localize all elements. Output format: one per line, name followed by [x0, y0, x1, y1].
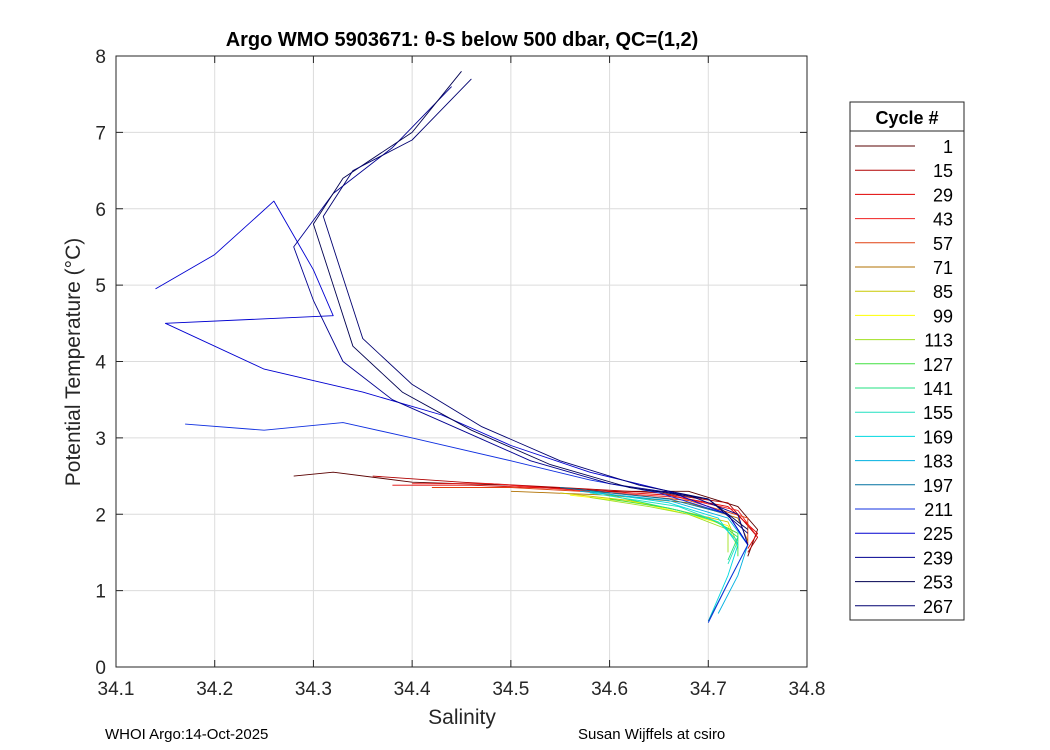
series-line-cycle-183 — [579, 490, 749, 614]
legend-label-cycle-113: 113 — [924, 331, 953, 351]
legend-title: Cycle # — [875, 108, 938, 128]
series-line-cycle-211 — [185, 422, 749, 623]
legend-label-cycle-15: 15 — [933, 161, 953, 181]
legend-label-cycle-141: 141 — [923, 379, 953, 399]
legend-label-cycle-267: 267 — [923, 597, 953, 617]
y-tick-label: 3 — [95, 429, 106, 450]
legend-label-cycle-225: 225 — [923, 524, 953, 544]
y-tick-label: 5 — [95, 276, 106, 297]
x-axis-label: Salinity — [428, 706, 496, 729]
series-line-cycle-253 — [312, 71, 749, 530]
y-tick-label: 7 — [95, 123, 106, 144]
legend-label-cycle-183: 183 — [923, 452, 953, 472]
y-tick-label: 2 — [95, 505, 106, 526]
y-tick-label: 6 — [95, 200, 106, 221]
x-tick-label: 34.8 — [789, 679, 826, 700]
x-axis-ticks: 34.1 34.2 34.3 34.4 34.5 34.6 34.7 34.8 — [98, 56, 826, 700]
grid-lines — [116, 56, 807, 667]
legend-label-cycle-71: 71 — [933, 258, 953, 278]
x-tick-label: 34.3 — [295, 679, 332, 700]
legend-label-cycle-239: 239 — [923, 548, 953, 568]
series-layer — [155, 71, 759, 623]
series-line-cycle-113 — [589, 496, 729, 553]
legend-label-cycle-197: 197 — [923, 476, 953, 496]
legend-label-cycle-211: 211 — [924, 500, 953, 520]
legend-label-cycle-1: 1 — [943, 137, 953, 157]
chart-title: Argo WMO 5903671: θ-S below 500 dbar, QC… — [226, 29, 699, 51]
y-axis-label: Potential Temperature (°C) — [62, 238, 85, 486]
legend: Cycle # 1 15 29 43 57 71 85 99 113 127 141 155 169 18… — [849, 101, 965, 621]
series-line-cycle-43 — [412, 483, 758, 538]
y-tick-label: 1 — [95, 582, 106, 603]
x-tick-label: 34.6 — [591, 679, 628, 700]
series-line-cycle-169 — [589, 490, 739, 622]
y-tick-label: 0 — [95, 658, 106, 679]
legend-label-cycle-43: 43 — [933, 210, 953, 230]
legend-label-cycle-99: 99 — [933, 306, 953, 326]
legend-label-cycle-57: 57 — [933, 234, 953, 254]
x-tick-label: 34.5 — [492, 679, 529, 700]
legend-label-cycle-169: 169 — [923, 427, 953, 447]
y-tick-label: 8 — [95, 47, 106, 68]
x-tick-label: 34.4 — [394, 679, 431, 700]
x-tick-label: 34.7 — [690, 679, 727, 700]
legend-label-cycle-127: 127 — [923, 355, 953, 375]
legend-label-cycle-155: 155 — [923, 403, 953, 423]
series-line-cycle-29 — [392, 484, 759, 549]
legend-label-cycle-29: 29 — [933, 185, 953, 205]
x-tick-label: 34.1 — [98, 679, 135, 700]
legend-label-cycle-85: 85 — [933, 282, 953, 302]
y-tick-label: 4 — [95, 353, 106, 374]
footer-credit-right: Susan Wijffels at csiro — [578, 726, 726, 743]
series-line-cycle-267 — [322, 78, 749, 534]
y-axis-ticks: 0 1 2 3 4 5 6 7 8 — [95, 47, 807, 679]
footer-credit-left: WHOI Argo:14-Oct-2025 — [105, 726, 269, 743]
x-tick-label: 34.2 — [196, 679, 233, 700]
legend-label-cycle-253: 253 — [923, 573, 953, 593]
series-line-cycle-155 — [589, 492, 739, 565]
legend-items: 1 15 29 43 57 71 85 99 113 127 141 155 169 183 197 211 2… — [855, 137, 953, 617]
